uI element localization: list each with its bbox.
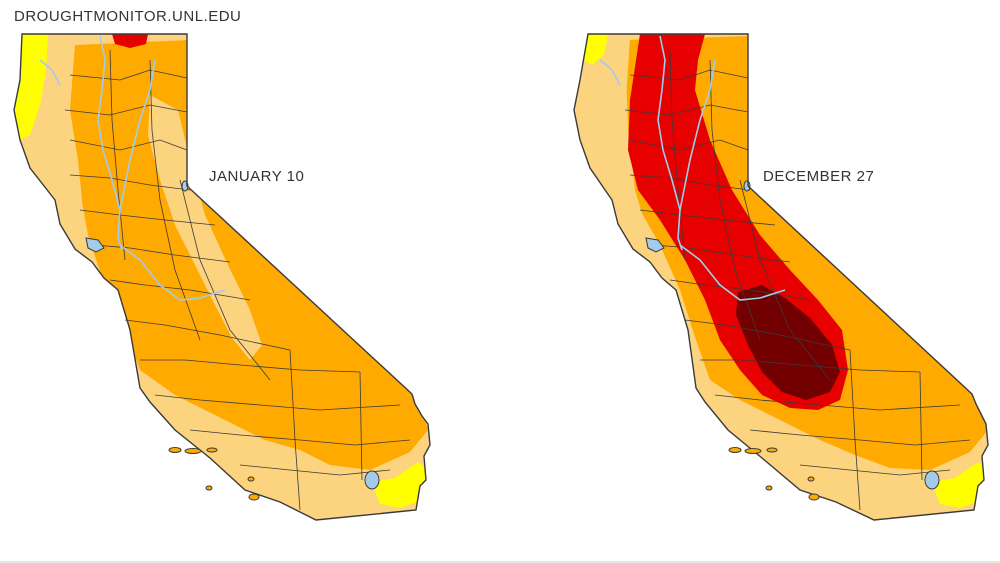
drought-zone-d0-north (582, 34, 608, 65)
channel-islands (168, 447, 260, 501)
county-lines (624, 49, 971, 511)
date-label-january: JANUARY 10 (209, 168, 305, 185)
drought-zone-d2 (70, 40, 428, 470)
date-label-december: DECEMBER 27 (763, 168, 875, 185)
state-outline (13, 33, 431, 521)
source-label: DROUGHTMONITOR.UNL.EDU (14, 8, 242, 25)
drought-zone-d0-south (372, 462, 428, 508)
california-map-january (13, 33, 431, 521)
state-outline (573, 33, 989, 521)
drought-zone-d1-interior (148, 95, 262, 360)
salton-sea (364, 470, 380, 490)
drought-zone-d0-south (932, 462, 988, 508)
drought-zone-d4 (736, 285, 840, 400)
rivers (599, 35, 786, 301)
california-map-december (573, 33, 989, 521)
county-lines (64, 49, 411, 511)
drought-zone-d3 (112, 34, 148, 48)
lake-tahoe (743, 180, 751, 192)
drought-map-january: JANUARY 10 (13, 33, 431, 521)
drought-map-december: DECEMBER 27 (500, 0, 1000, 563)
channel-islands (728, 447, 820, 501)
drought-zone-d2 (625, 36, 988, 470)
san-francisco-bay (85, 237, 105, 253)
bottom-divider (0, 561, 1000, 563)
rivers (39, 35, 226, 301)
san-francisco-bay (645, 237, 665, 253)
salton-sea (924, 470, 940, 490)
